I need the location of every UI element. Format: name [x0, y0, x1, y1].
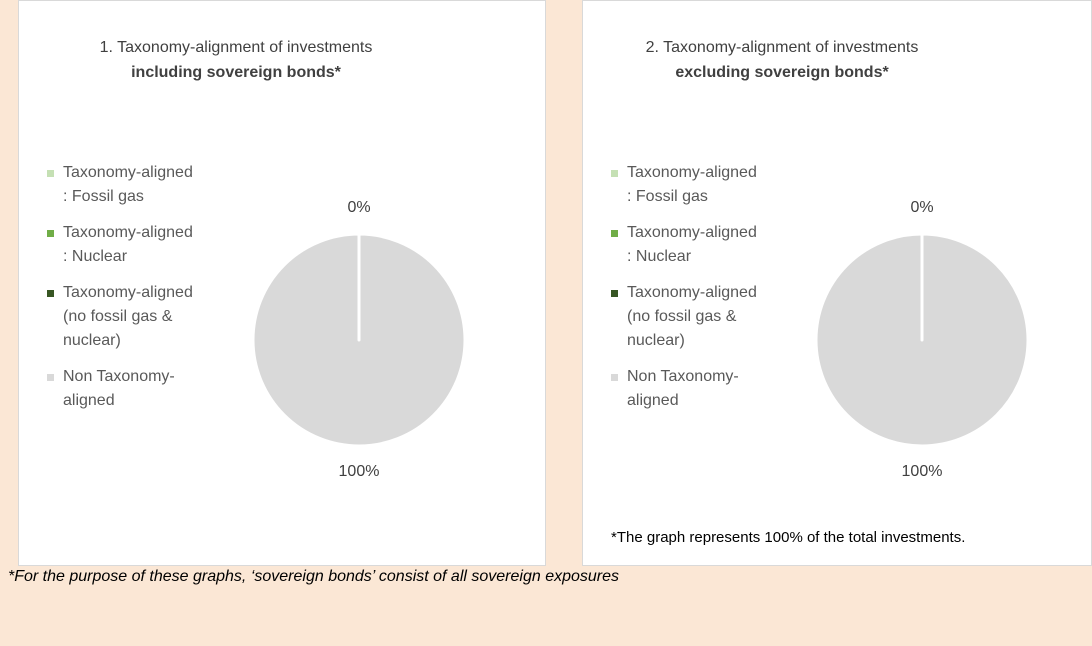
chart-panel: 2. Taxonomy-alignment of investments exc… [582, 0, 1092, 566]
legend-swatch [47, 290, 54, 297]
legend-label: Taxonomy-aligned : Fossil gas [63, 164, 193, 205]
legend-item: Non Taxonomy-aligned [47, 365, 197, 413]
legend-swatch [611, 230, 618, 237]
chart-subtitle: including sovereign bonds* [131, 64, 341, 81]
chart-title: 2. Taxonomy-alignment of investments [645, 39, 919, 56]
chart-note: *The graph represents 100% of the total … [611, 529, 966, 546]
legend-swatch [611, 170, 618, 177]
footnote: *For the purpose of these graphs, ‘sover… [8, 568, 620, 585]
chart-panel: 1. Taxonomy-alignment of investments inc… [18, 0, 546, 566]
data-label: 100% [902, 463, 943, 480]
pie-slice [251, 232, 467, 448]
chart-subtitle: excluding sovereign bonds* [675, 64, 889, 81]
legend-item: Taxonomy-aligned (no fossil gas & nuclea… [47, 281, 197, 353]
legend-swatch [611, 290, 618, 297]
chart-title-block: 2. Taxonomy-alignment of investments exc… [583, 35, 981, 85]
data-label: 100% [339, 463, 380, 480]
legend-swatch [47, 374, 54, 381]
legend-item: Taxonomy-aligned : Fossil gas [611, 161, 761, 209]
pie-slice [814, 232, 1030, 448]
data-label: 0% [347, 199, 370, 216]
legend-label: Taxonomy-aligned (no fossil gas & nuclea… [63, 284, 193, 349]
legend: Taxonomy-aligned : Fossil gas Taxonomy-al… [611, 161, 761, 425]
data-label: 0% [910, 199, 933, 216]
legend-label: Taxonomy-aligned : Fossil gas [627, 164, 757, 205]
legend-label: Non Taxonomy-aligned [627, 368, 739, 409]
legend-item: Taxonomy-aligned (no fossil gas & nuclea… [611, 281, 761, 353]
legend-label: Non Taxonomy-aligned [63, 368, 175, 409]
legend-label: Taxonomy-aligned : Nuclear [627, 224, 757, 265]
legend-item: Taxonomy-aligned : Fossil gas [47, 161, 197, 209]
legend-item: Taxonomy-aligned : Nuclear [47, 221, 197, 269]
pie-chart: 0% 100% [814, 199, 1030, 480]
legend: Taxonomy-aligned : Fossil gas Taxonomy-al… [47, 161, 197, 425]
legend-label: Taxonomy-aligned (no fossil gas & nuclea… [627, 284, 757, 349]
legend-swatch [47, 170, 54, 177]
legend-swatch [47, 230, 54, 237]
legend-item: Taxonomy-aligned : Nuclear [611, 221, 761, 269]
legend-item: Non Taxonomy-aligned [611, 365, 761, 413]
chart-title-block: 1. Taxonomy-alignment of investments inc… [19, 35, 453, 85]
chart-title: 1. Taxonomy-alignment of investments [99, 39, 373, 56]
pie-chart: 0% 100% [251, 199, 467, 480]
legend-swatch [611, 374, 618, 381]
legend-label: Taxonomy-aligned : Nuclear [63, 224, 193, 265]
